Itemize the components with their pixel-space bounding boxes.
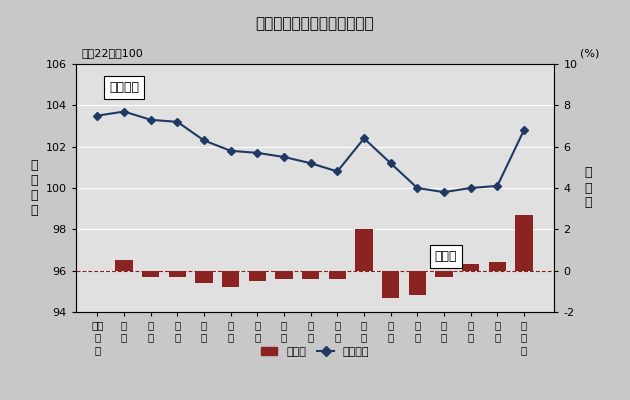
Text: ２: ２ <box>147 333 154 343</box>
Bar <box>275 271 293 279</box>
Bar <box>195 271 213 283</box>
Bar <box>222 271 239 287</box>
Text: １: １ <box>121 333 127 343</box>
Text: ３: ３ <box>175 333 180 343</box>
Y-axis label: 前
年
比: 前 年 比 <box>585 166 592 210</box>
Text: 前年比: 前年比 <box>435 250 457 263</box>
Text: １: １ <box>94 333 101 343</box>
Text: ７: ７ <box>281 333 287 343</box>
Text: ９: ９ <box>334 333 340 343</box>
Text: 平成: 平成 <box>91 320 103 330</box>
Bar <box>409 271 426 296</box>
Text: １: １ <box>281 320 287 330</box>
Bar <box>115 260 133 271</box>
Text: (%): (%) <box>580 48 599 58</box>
Text: ２: ２ <box>494 320 500 330</box>
Text: １: １ <box>387 333 394 343</box>
Text: ２: ２ <box>361 320 367 330</box>
Text: ０: ０ <box>94 345 101 355</box>
Text: １: １ <box>121 320 127 330</box>
Text: ５: ５ <box>494 333 500 343</box>
Bar <box>435 271 452 277</box>
Text: １: １ <box>147 320 154 330</box>
Text: ２: ２ <box>414 320 420 330</box>
Text: 年: 年 <box>521 345 527 355</box>
Legend: 前年比, 総合指数: 前年比, 総合指数 <box>256 342 374 361</box>
Y-axis label: 総
合
指
数: 総 合 指 数 <box>31 159 38 217</box>
Bar <box>462 264 479 271</box>
Text: ２: ２ <box>521 320 527 330</box>
Bar <box>302 271 319 279</box>
Bar <box>329 271 346 279</box>
Text: 総合指数: 総合指数 <box>109 81 139 94</box>
Text: １: １ <box>307 320 314 330</box>
Text: ５: ５ <box>227 333 234 343</box>
Text: ４: ４ <box>201 333 207 343</box>
Bar <box>382 271 399 298</box>
Text: ２: ２ <box>387 320 394 330</box>
Text: １: １ <box>201 320 207 330</box>
Text: ２: ２ <box>467 320 474 330</box>
Bar <box>169 271 186 277</box>
Text: 平成22年＝100: 平成22年＝100 <box>82 48 144 58</box>
Bar <box>142 271 159 277</box>
Text: ３: ３ <box>441 333 447 343</box>
Text: 鳥取市消費者物価指数の推移: 鳥取市消費者物価指数の推移 <box>256 16 374 31</box>
Text: ２: ２ <box>414 333 420 343</box>
Text: ０: ０ <box>361 333 367 343</box>
Text: １: １ <box>255 320 260 330</box>
Bar <box>249 271 266 281</box>
Bar <box>489 262 506 271</box>
Text: １: １ <box>334 320 340 330</box>
Text: ６: ６ <box>521 333 527 343</box>
Text: １: １ <box>227 320 234 330</box>
Bar <box>515 215 532 271</box>
Text: ６: ６ <box>255 333 260 343</box>
Bar <box>355 229 373 271</box>
Text: ４: ４ <box>467 333 474 343</box>
Text: ８: ８ <box>307 333 314 343</box>
Text: １: １ <box>175 320 180 330</box>
Text: ２: ２ <box>441 320 447 330</box>
